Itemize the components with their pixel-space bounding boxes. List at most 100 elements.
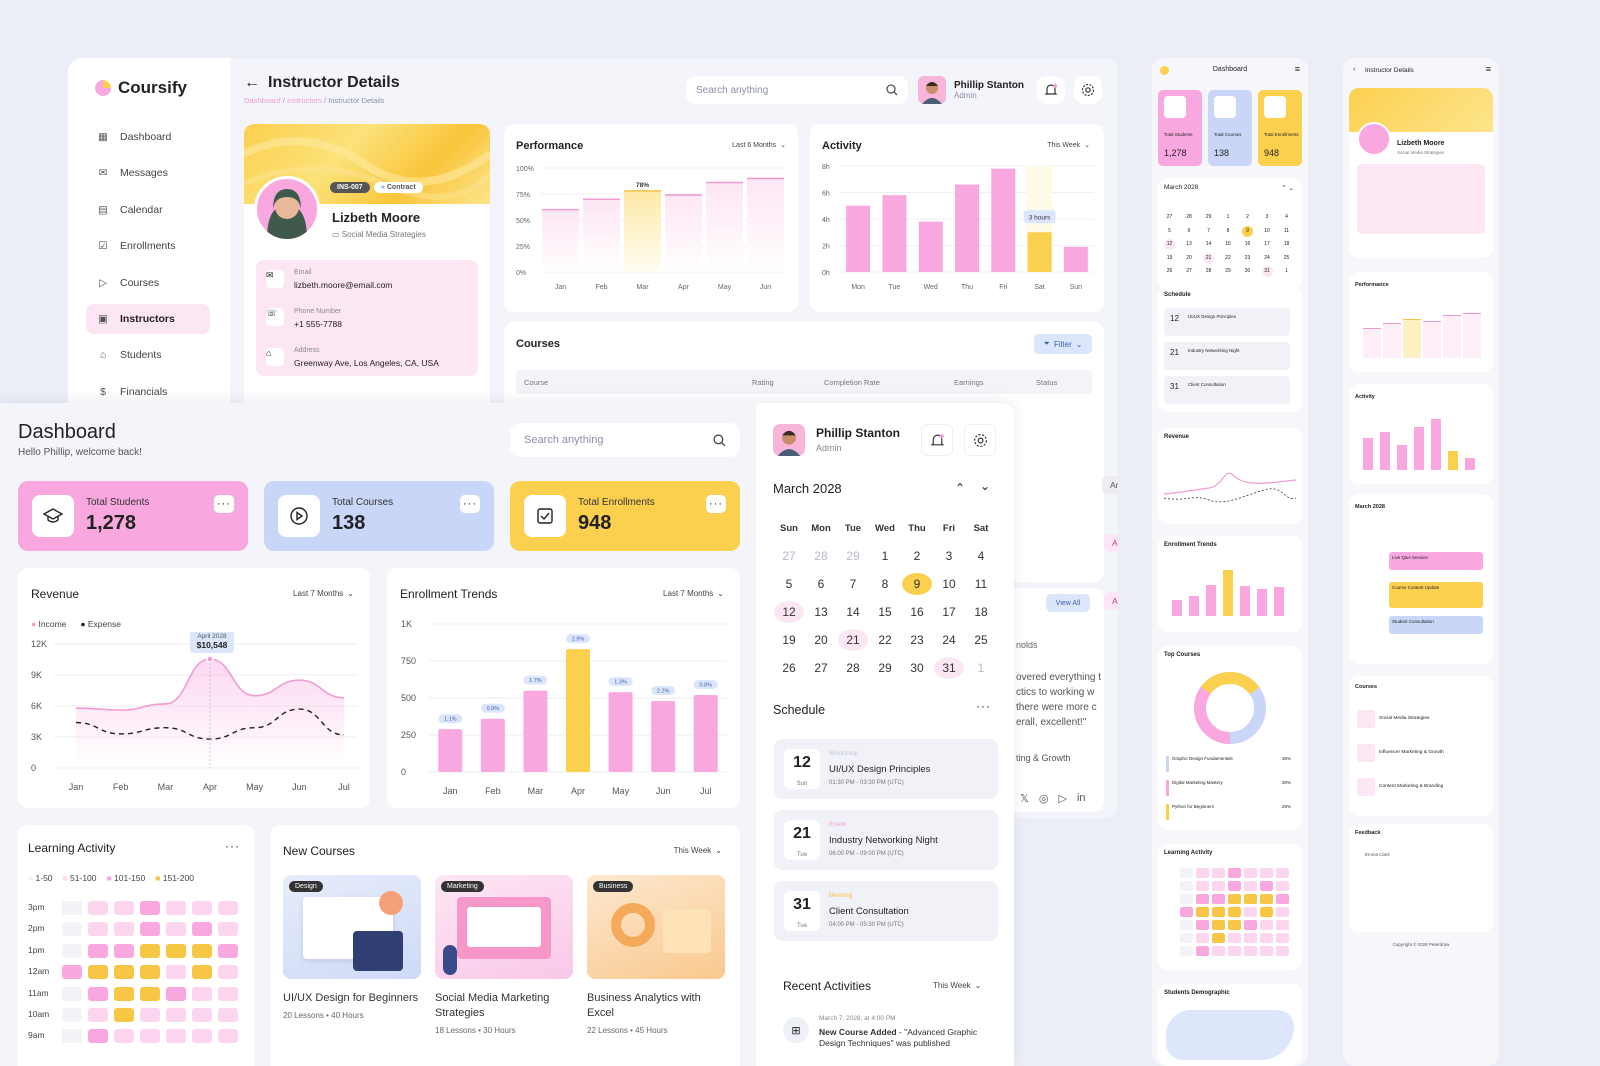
youtube-icon[interactable]: ▷ [1058, 793, 1067, 805]
calendar-day[interactable]: 28 [814, 549, 828, 563]
calendar-day[interactable]: 4 [1285, 214, 1288, 220]
calendar-day[interactable]: 1 [1285, 268, 1288, 274]
sidebar-item-financials[interactable]: $ Financials [86, 377, 210, 407]
heatmap-cell[interactable] [140, 943, 160, 958]
calendar-day[interactable]: 9 [902, 573, 932, 595]
search-input[interactable]: Search anything [686, 76, 908, 104]
calendar-event[interactable]: Live Q&A Session [1389, 552, 1483, 570]
calendar-day[interactable]: 29 [878, 661, 892, 675]
heatmap-cell[interactable] [1212, 881, 1225, 891]
heatmap-cell[interactable] [140, 1008, 160, 1022]
heatmap-cell[interactable] [88, 965, 108, 980]
heatmap-cell[interactable] [1196, 894, 1209, 904]
stat-card[interactable]: Total Courses 138 ··· [264, 481, 494, 551]
heatmap-cell[interactable] [218, 922, 238, 937]
more-icon[interactable]: ··· [460, 495, 480, 513]
course-title[interactable]: Social Media Strategies [1379, 716, 1430, 721]
calendar-day[interactable]: 8 [881, 577, 889, 591]
calendar-day[interactable]: 29 [846, 549, 860, 563]
calendar-day[interactable]: 22 [1225, 254, 1231, 261]
calendar-day[interactable]: 4 [977, 549, 985, 563]
menu-icon[interactable]: ≡ [1294, 64, 1300, 74]
calendar-day[interactable]: 24 [1264, 254, 1270, 261]
calendar-day[interactable]: 16 [1244, 241, 1251, 247]
calendar-day[interactable]: 28 [846, 661, 860, 675]
heatmap-cell[interactable] [1228, 868, 1241, 878]
search-input[interactable]: Search anything [510, 423, 740, 457]
heatmap-cell[interactable] [1212, 933, 1225, 943]
course-title[interactable]: Content Marketing & Branding [1379, 784, 1444, 789]
sidebar-item-enrollments[interactable]: ☑ Enrollments [86, 231, 210, 261]
sidebar-item-students[interactable]: ⌂ Students [86, 340, 210, 370]
col-rating[interactable]: Rating [752, 378, 774, 387]
back-arrow-icon[interactable]: ← [244, 74, 260, 91]
schedule-item[interactable]: 12 UI/UX Design Principles [1164, 308, 1290, 336]
heatmap-cell[interactable] [1196, 920, 1209, 930]
heatmap-cell[interactable] [192, 943, 212, 958]
calendar-day[interactable]: 31 [934, 657, 964, 679]
new-courses-range-select[interactable]: This Week ⌄ [673, 846, 722, 855]
linkedin-icon[interactable]: in [1076, 792, 1086, 804]
heatmap-cell[interactable] [140, 965, 160, 980]
calendar-day[interactable]: 25 [974, 633, 988, 647]
calendar-day[interactable]: 11 [974, 577, 988, 591]
calendar-event[interactable]: Student Consultation [1389, 616, 1483, 634]
col-course[interactable]: Course [524, 378, 549, 387]
heatmap-cell[interactable] [114, 965, 134, 980]
calendar-day[interactable]: 23 [910, 633, 924, 647]
calendar-day[interactable]: 29 [1205, 214, 1212, 220]
mobile-stat-card[interactable]: Total Enrollments 948 [1258, 90, 1302, 166]
calendar-day[interactable]: 15 [1225, 241, 1231, 247]
heatmap-cell[interactable] [192, 922, 212, 937]
calendar-event[interactable]: Course Content Update [1389, 582, 1483, 608]
schedule-item[interactable]: 12 Sun Workshop UI/UX Design Principles 01:3… [774, 739, 998, 799]
more-icon[interactable]: ··· [214, 495, 234, 513]
more-icon[interactable]: ··· [225, 839, 240, 853]
brand[interactable]: Coursify [94, 78, 187, 98]
heatmap-cell[interactable] [1180, 868, 1193, 878]
sidebar-item-calendar[interactable]: ▤ Calendar [86, 195, 210, 225]
heatmap-cell[interactable] [218, 943, 238, 958]
heatmap-cell[interactable] [192, 1008, 212, 1022]
heatmap-cell[interactable] [62, 965, 82, 980]
heatmap-cell[interactable] [1244, 946, 1257, 956]
calendar-day[interactable]: 30 [910, 661, 924, 675]
heatmap-cell[interactable] [192, 986, 212, 1001]
heatmap-cell[interactable] [192, 1029, 212, 1044]
filter-button[interactable]: ⏷ Filter ⌄ [1034, 334, 1092, 354]
heatmap-cell[interactable] [1196, 868, 1209, 878]
heatmap-cell[interactable] [1180, 946, 1193, 956]
calendar-day[interactable]: 27 [1166, 214, 1173, 220]
heatmap-cell[interactable] [1260, 920, 1273, 930]
heatmap-cell[interactable] [166, 986, 186, 1001]
mobile-stat-card[interactable]: Total Students 1,278 [1158, 90, 1202, 166]
heatmap-cell[interactable] [140, 1029, 160, 1044]
col-earnings[interactable]: Earnings [954, 378, 984, 387]
heatmap-cell[interactable] [62, 986, 82, 1001]
heatmap-cell[interactable] [218, 901, 238, 915]
activity-range-select[interactable]: This Week ⌄ [1047, 141, 1090, 150]
heatmap-cell[interactable] [166, 1029, 186, 1044]
heatmap-cell[interactable] [218, 965, 238, 980]
course-title[interactable]: Influencer Marketing & Growth [1379, 750, 1444, 755]
heatmap-cell[interactable] [1180, 907, 1193, 917]
breadcrumb-dashboard[interactable]: Dashboard [244, 96, 281, 105]
heatmap-cell[interactable] [218, 1029, 238, 1044]
calendar-day[interactable]: 5 [785, 577, 793, 591]
user-menu[interactable]: Phillip Stanton Admin [918, 76, 1024, 104]
heatmap-cell[interactable] [166, 965, 186, 980]
course-card[interactable]: Marketing Social Media Marketing Strateg… [435, 875, 573, 1035]
heatmap-cell[interactable] [1276, 920, 1289, 930]
calendar-day[interactable]: 30 [1244, 268, 1251, 274]
heatmap-cell[interactable] [62, 1008, 82, 1022]
avatar[interactable] [773, 424, 805, 456]
heatmap-cell[interactable] [1260, 907, 1273, 917]
calendar-day[interactable]: 5 [1168, 227, 1171, 234]
heatmap-cell[interactable] [1260, 946, 1273, 956]
calendar-day[interactable]: 23 [1244, 254, 1251, 261]
course-card[interactable]: Business Business Analytics with Excel 2… [587, 875, 725, 1035]
heatmap-cell[interactable] [166, 1008, 186, 1022]
x-icon[interactable]: 𝕏 [1020, 793, 1029, 805]
heatmap-cell[interactable] [1228, 894, 1241, 904]
menu-icon[interactable]: ≡ [1485, 64, 1491, 74]
